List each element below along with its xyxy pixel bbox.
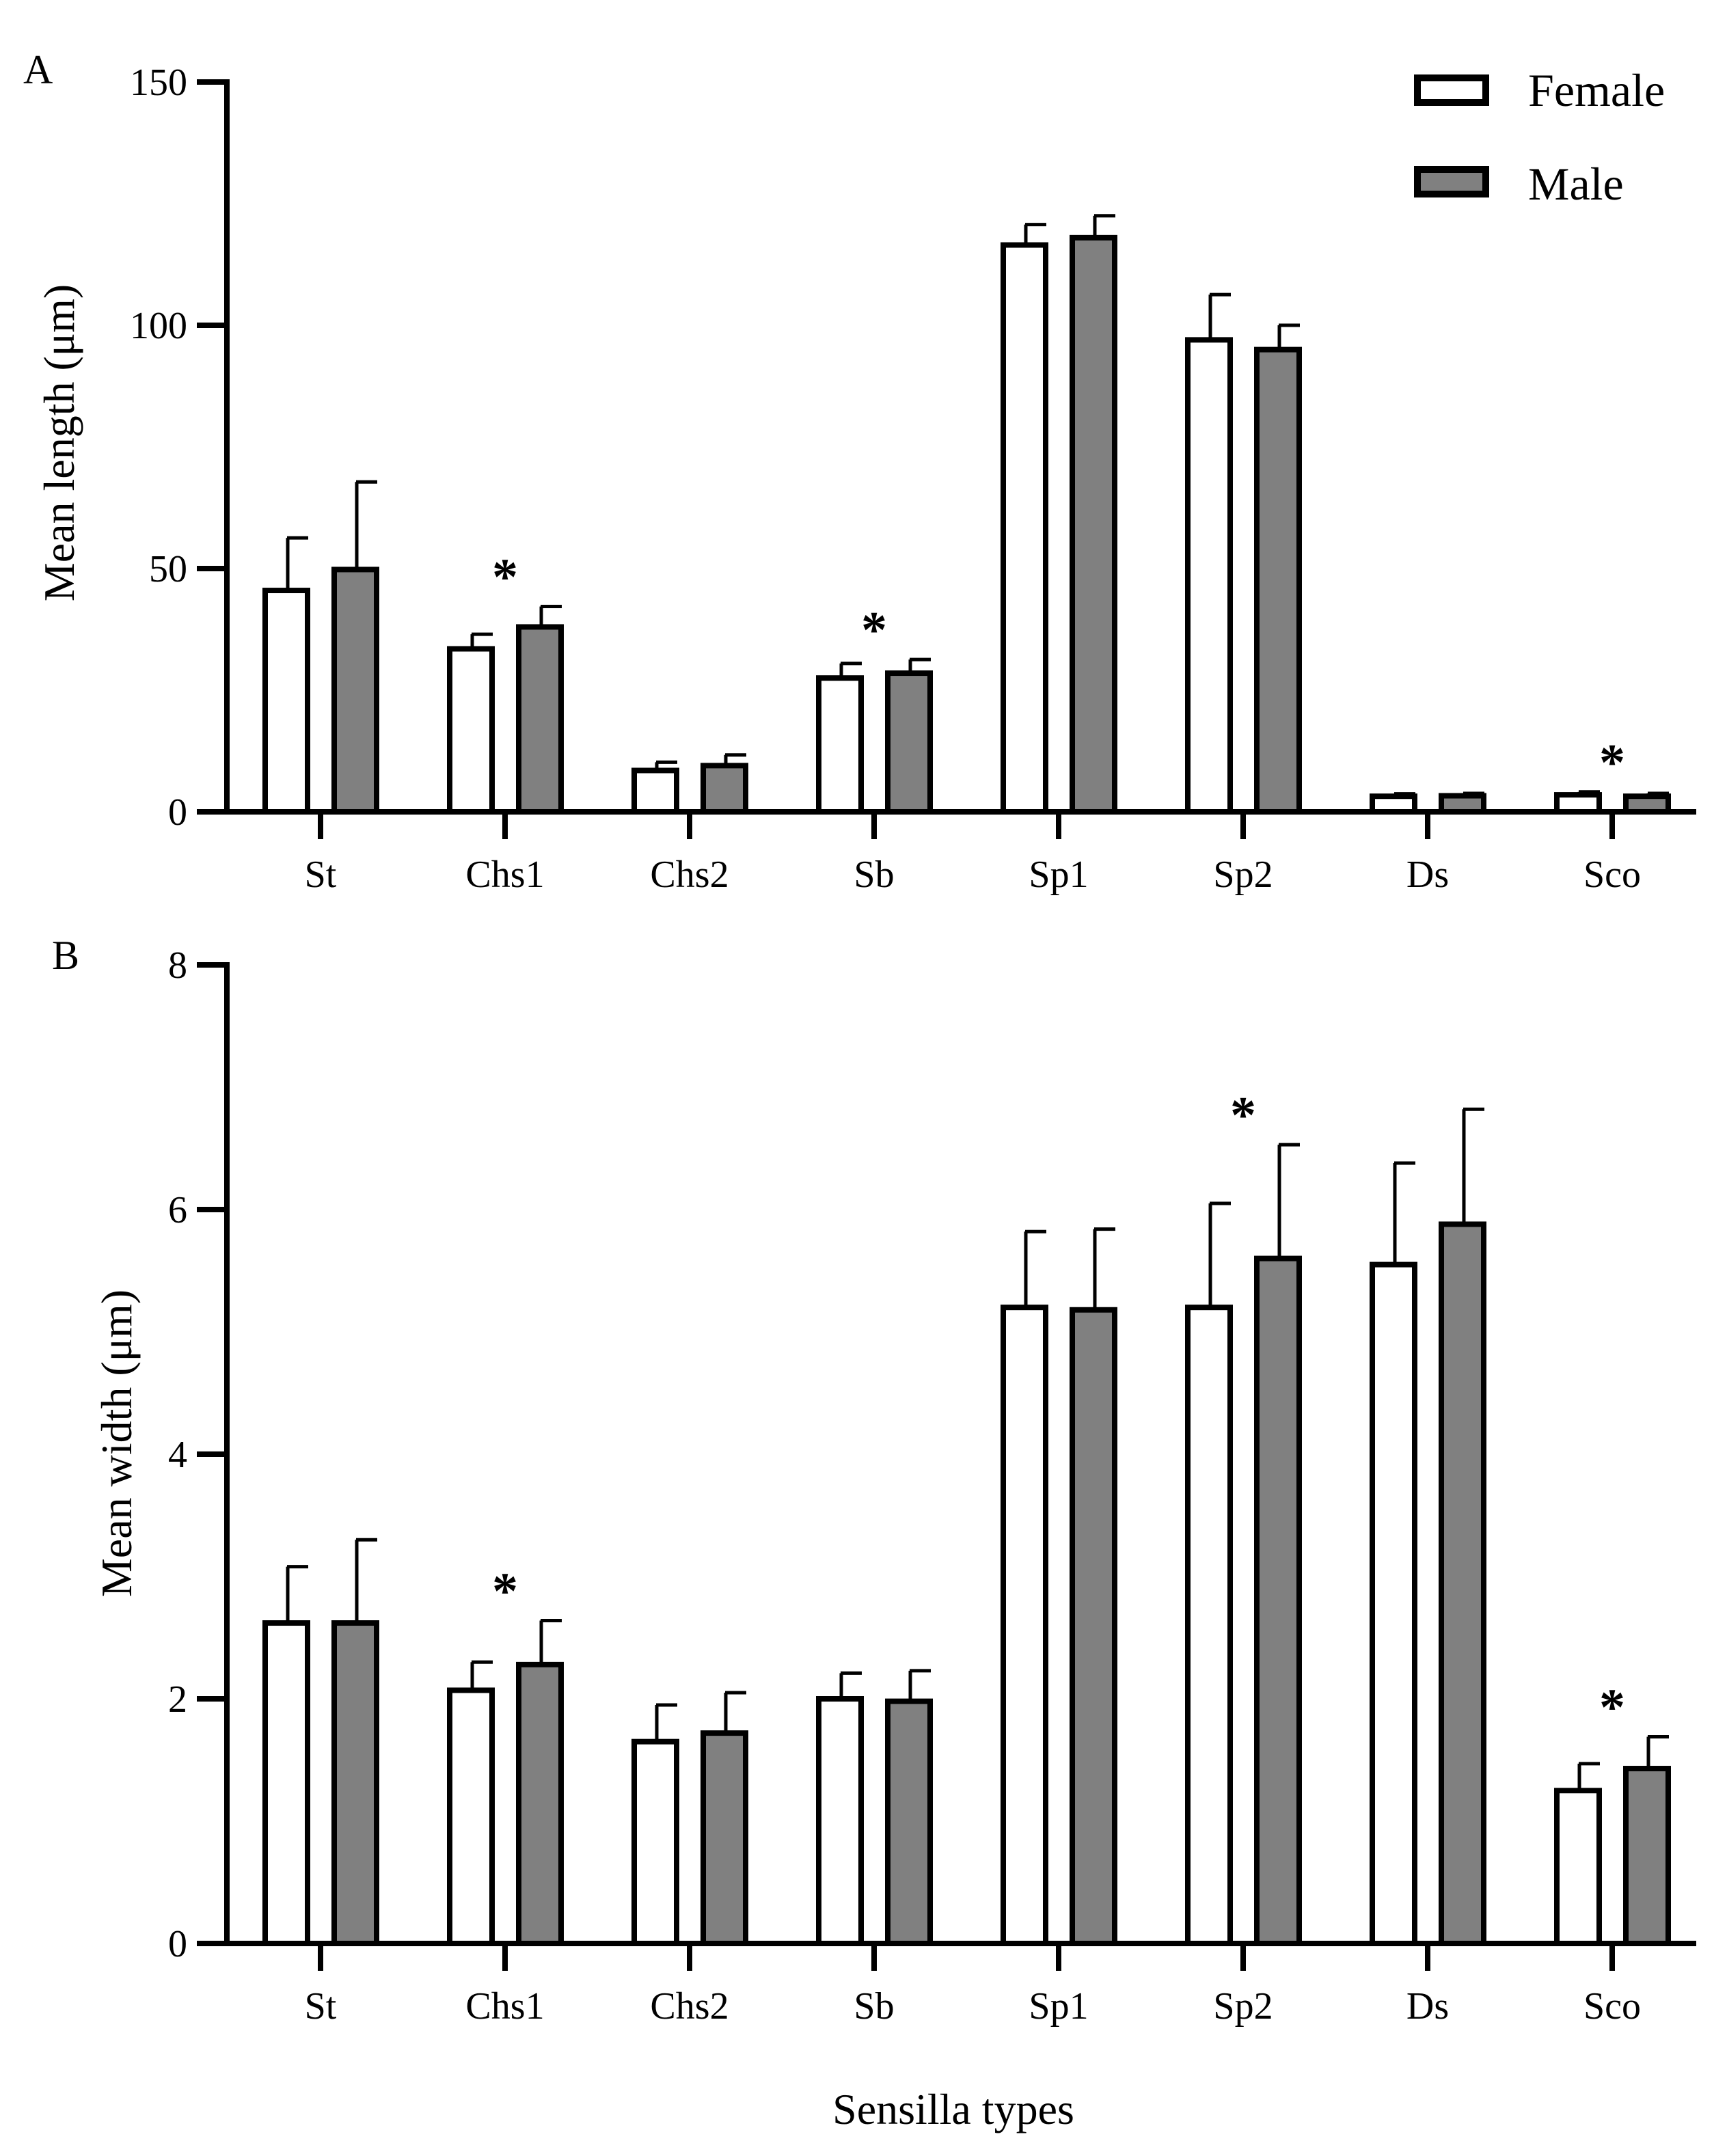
bar-b-st-male	[331, 1620, 379, 1947]
y-tick-label-a-0: 0	[168, 791, 187, 834]
panel-a-significance-marks: * * *	[492, 549, 1625, 791]
legend-label-female: Female	[1528, 64, 1665, 116]
significance-b-chs1: *	[492, 1562, 518, 1620]
panel-b: B Mean width (μm) * * * 0 2 4 6 8 St Chs1 Chs2 Sb…	[52, 933, 1696, 2028]
bar-b-ds-male	[1439, 1221, 1486, 1946]
panel-a-bars	[262, 234, 1671, 815]
bar-a-chs2-female	[631, 767, 679, 815]
y-tick-label-b-2: 2	[168, 1678, 187, 1721]
panel-b-x-axis: St Chs1 Chs2 Sb Sp1 Sp2 Ds Sco	[224, 1941, 1696, 2028]
legend-swatch-male	[1414, 166, 1489, 197]
bar-a-sp1-male	[1070, 234, 1117, 815]
x-tick-label-b-sp1: Sp1	[1029, 1985, 1088, 2028]
panel-b-bars	[262, 1221, 1671, 1947]
bar-a-sb-male	[885, 670, 933, 815]
bar-a-sp1-female	[1001, 242, 1048, 815]
bar-b-ds-female	[1370, 1261, 1417, 1947]
x-tick-label-a-ds: Ds	[1406, 854, 1449, 896]
panel-a-label: A	[23, 47, 53, 92]
significance-b-sp2: *	[1230, 1087, 1256, 1144]
x-tick-label-a-sb: Sb	[854, 854, 894, 896]
bar-a-chs1-male	[516, 624, 564, 815]
legend-label-male: Male	[1528, 158, 1624, 210]
x-tick-label-b-st: St	[305, 1985, 337, 2028]
bar-b-sp1-female	[1001, 1305, 1048, 1946]
panel-a-y-axis: 0 50 100 150	[130, 62, 230, 834]
y-tick-label-b-8: 8	[168, 944, 187, 987]
x-tick-label-b-sb: Sb	[854, 1985, 894, 2028]
bar-a-st-female	[262, 588, 310, 815]
bar-b-sco-male	[1623, 1766, 1671, 1947]
bar-b-st-female	[262, 1620, 310, 1947]
x-tick-label-a-chs1: Chs1	[465, 854, 544, 896]
bar-b-sp1-male	[1070, 1307, 1117, 1946]
significance-a-chs1: *	[492, 549, 518, 606]
bar-b-sp2-female	[1185, 1305, 1233, 1946]
significance-b-sco: *	[1599, 1678, 1625, 1736]
panel-b-y-axis-title: Mean width (μm)	[92, 1289, 141, 1597]
bar-b-chs2-female	[631, 1738, 679, 1946]
panel-b-error-bars	[286, 1107, 1669, 1791]
y-tick-label-b-4: 4	[168, 1434, 187, 1476]
y-tick-label-b-0: 0	[168, 1923, 187, 1965]
x-tick-label-a-sp2: Sp2	[1213, 854, 1273, 896]
bar-b-sb-male	[885, 1698, 933, 1947]
bar-b-sb-female	[816, 1696, 864, 1946]
bar-b-sco-female	[1554, 1788, 1602, 1946]
x-tick-label-b-sp2: Sp2	[1213, 1985, 1273, 2028]
panel-a-error-bars	[286, 214, 1669, 797]
x-tick-label-b-chs1: Chs1	[465, 1985, 544, 2028]
x-tick-label-a-chs2: Chs2	[650, 854, 729, 896]
bar-b-chs1-female	[447, 1687, 495, 1946]
y-tick-label-a-100: 100	[130, 305, 187, 347]
bar-a-chs1-female	[447, 646, 495, 815]
panel-a: A Mean length (μm) * * * 0 50 100 150 St Chs1 C…	[23, 47, 1696, 896]
panel-b-significance-marks: * * *	[492, 1087, 1625, 1736]
legend-swatch-female	[1414, 74, 1489, 106]
y-tick-label-b-6: 6	[168, 1189, 187, 1231]
bar-a-sp2-female	[1185, 337, 1233, 815]
significance-a-sco: *	[1599, 734, 1625, 791]
y-tick-label-a-150: 150	[130, 62, 187, 104]
bar-a-st-male	[331, 567, 379, 815]
bar-a-sp2-male	[1254, 346, 1302, 815]
x-tick-label-b-ds: Ds	[1406, 1985, 1449, 2028]
x-tick-label-a-st: St	[305, 854, 337, 896]
x-axis-title: Sensilla types	[832, 2085, 1074, 2133]
bar-a-sb-female	[816, 675, 864, 815]
panel-b-y-axis: 0 2 4 6 8	[168, 944, 230, 1965]
x-tick-label-b-chs2: Chs2	[650, 1985, 729, 2028]
panel-b-label: B	[52, 933, 79, 978]
bar-a-chs2-male	[701, 763, 748, 815]
panel-a-x-axis: St Chs1 Chs2 Sb Sp1 Sp2 Ds Sco	[224, 809, 1696, 896]
panel-a-y-axis-title: Mean length (μm)	[35, 284, 83, 601]
legend: Female Male	[1414, 64, 1665, 210]
bar-b-chs2-male	[701, 1730, 748, 1947]
bar-b-sp2-male	[1254, 1255, 1302, 1946]
bar-b-chs1-male	[516, 1661, 564, 1946]
y-tick-label-a-50: 50	[149, 548, 187, 590]
x-tick-label-a-sco: Sco	[1583, 854, 1641, 896]
x-tick-label-a-sp1: Sp1	[1029, 854, 1088, 896]
significance-a-sb: *	[861, 601, 887, 659]
x-tick-label-b-sco: Sco	[1583, 1985, 1641, 2028]
